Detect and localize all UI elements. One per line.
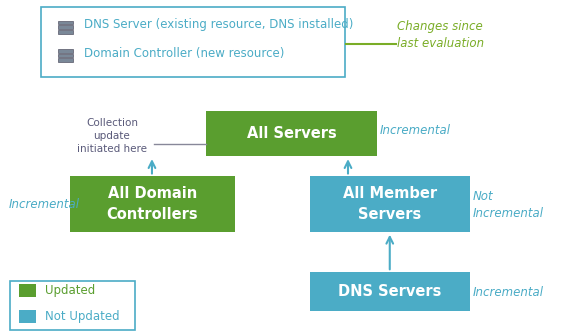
Bar xyxy=(19,284,36,297)
Bar xyxy=(58,54,73,57)
Bar xyxy=(10,281,135,330)
Bar xyxy=(41,7,345,77)
Bar xyxy=(310,176,470,232)
Text: Changes since
last evaluation: Changes since last evaluation xyxy=(397,20,484,50)
Bar xyxy=(58,30,73,34)
Text: Not
Incremental: Not Incremental xyxy=(473,190,543,220)
Text: Collection
update
initiated here: Collection update initiated here xyxy=(77,118,147,154)
Text: All Servers: All Servers xyxy=(246,126,336,141)
Text: Updated: Updated xyxy=(45,284,95,297)
Bar xyxy=(58,21,73,25)
Text: Incremental: Incremental xyxy=(9,199,79,211)
Text: Domain Controller (new resource): Domain Controller (new resource) xyxy=(84,46,284,59)
Text: All Domain
Controllers: All Domain Controllers xyxy=(107,186,198,222)
Bar xyxy=(310,272,470,311)
Bar xyxy=(70,176,235,232)
Bar xyxy=(206,111,377,156)
Bar xyxy=(19,310,36,323)
Text: Incremental: Incremental xyxy=(380,124,451,136)
Bar xyxy=(58,26,73,29)
Text: Not Updated: Not Updated xyxy=(45,310,119,323)
Text: DNS Server (existing resource, DNS installed): DNS Server (existing resource, DNS insta… xyxy=(84,18,353,31)
Text: Incremental: Incremental xyxy=(473,286,543,299)
Bar xyxy=(58,58,73,62)
Bar xyxy=(58,49,73,53)
Text: All Member
Servers: All Member Servers xyxy=(343,186,437,222)
Text: DNS Servers: DNS Servers xyxy=(338,284,442,299)
